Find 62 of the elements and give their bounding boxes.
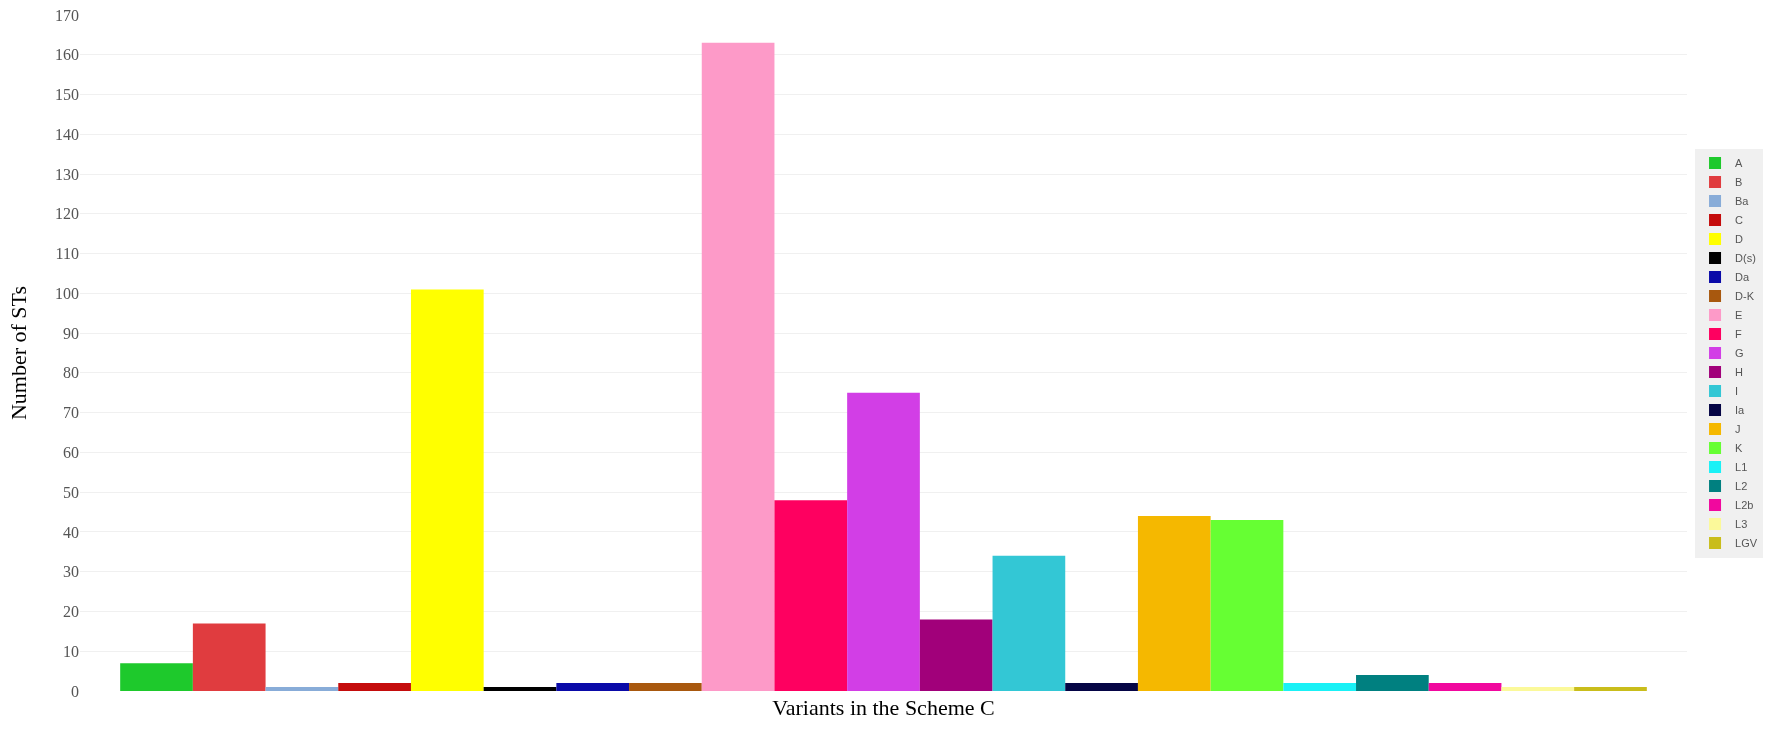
legend-label: Ia (1735, 404, 1746, 417)
legend-label: L3 (1735, 518, 1748, 531)
bar (1137, 516, 1211, 691)
legend-label: H (1735, 366, 1744, 379)
legend-label: L1 (1735, 461, 1748, 474)
y-tick-label: 150 (55, 86, 79, 104)
bar (1283, 683, 1357, 691)
y-tick-label: 60 (63, 444, 79, 462)
y-tick-label: 40 (63, 523, 79, 541)
bar (410, 289, 484, 691)
legend-label: C (1735, 214, 1744, 227)
legend-label: D (1735, 233, 1744, 246)
legend-label: LGV (1735, 537, 1758, 550)
legend-label: J (1735, 423, 1741, 436)
legend-label: L2b (1735, 499, 1754, 512)
y-tick-label: 160 (55, 46, 79, 64)
bar (847, 392, 920, 691)
y-tick-label: 70 (63, 404, 79, 422)
y-axis-title: Number of STs (6, 285, 31, 421)
legend-label: E (1735, 309, 1743, 322)
bar (1428, 683, 1502, 691)
y-tick-label: 110 (55, 245, 79, 263)
bar (556, 683, 630, 691)
bar (120, 663, 193, 691)
y-tick-label: 80 (63, 364, 79, 382)
bar (774, 500, 848, 691)
bar (1210, 520, 1284, 691)
legend-label: L2 (1735, 480, 1748, 493)
legend-label: F (1735, 328, 1743, 341)
y-tick-label: 130 (55, 165, 79, 183)
y-tick-label: 90 (63, 324, 79, 342)
bar (1065, 683, 1138, 691)
legend-label: K (1735, 442, 1744, 455)
bar (1574, 687, 1647, 691)
bar (919, 619, 993, 691)
bar (192, 623, 266, 691)
bar (629, 683, 702, 691)
y-tick-label: 170 (55, 6, 79, 24)
y-tick-label: 20 (63, 603, 79, 621)
x-axis-title: Variants in the Scheme C (772, 694, 995, 720)
legend-label: D-K (1735, 290, 1755, 303)
legend-label: I (1735, 385, 1739, 398)
bar (1356, 675, 1429, 691)
bar (338, 683, 411, 691)
y-tick-label: 30 (63, 563, 79, 581)
y-tick-label: 140 (55, 125, 79, 143)
bar (701, 42, 775, 691)
y-tick-label: 120 (55, 205, 79, 223)
y-tick-label: 100 (55, 284, 79, 302)
bar (265, 687, 339, 691)
y-tick-label: 10 (63, 642, 79, 660)
legend-label: Da (1735, 271, 1750, 284)
bar (1501, 687, 1575, 691)
bar (483, 687, 557, 691)
bar (992, 555, 1066, 691)
legend-label: Ba (1735, 195, 1750, 208)
legend-label: B (1735, 176, 1743, 189)
y-tick-label: 50 (63, 483, 79, 501)
legend-label: D(s) (1735, 252, 1756, 265)
legend-label: G (1735, 347, 1744, 360)
y-tick-label: 0 (71, 682, 79, 700)
legend-label: A (1735, 157, 1744, 170)
